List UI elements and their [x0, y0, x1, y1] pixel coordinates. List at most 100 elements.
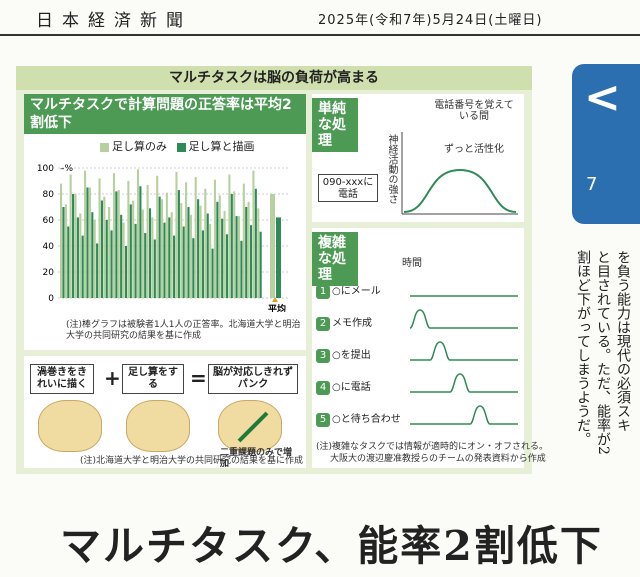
time-label: 時間	[402, 258, 422, 269]
y-tick-label: 40	[43, 242, 55, 252]
bar-addition-drawing	[91, 212, 94, 298]
side-text-col-3: 割ほど下がってしまうようだ。	[575, 250, 591, 446]
y-tick-label: 60	[43, 216, 55, 226]
task-label: 2 メモ作成	[316, 314, 372, 331]
accuracy-chart-panel: マルチタスクで計算問題の正答率は平均2割低下 足し算のみ 足し算と描画 100 8…	[24, 94, 306, 350]
bar-addition-drawing	[225, 234, 229, 298]
y-tick-label: 100	[37, 164, 54, 174]
bar-addition-only	[108, 207, 111, 298]
bar-addition-only	[213, 179, 217, 298]
side-box-small: 7	[586, 174, 598, 195]
task-addition-box: 足し算をする	[122, 364, 184, 394]
task-number: 5	[316, 413, 330, 427]
bar-addition-drawing	[105, 220, 108, 298]
bar-addition-drawing	[216, 201, 219, 298]
bar-addition-only	[242, 183, 245, 298]
y-tick-label: 20	[43, 268, 55, 278]
simple-processing-panel: 単純な処理 090-xxxに電話 神経活動の強さ 電話番号を覚えている間 ずっと…	[312, 94, 524, 222]
task-text: ○と待ち合わせ	[332, 414, 401, 425]
bar-addition-drawing	[153, 239, 156, 298]
active-label: ずっと活性化	[444, 144, 504, 155]
equals-sign: =	[190, 366, 207, 390]
bar-addition-only	[112, 173, 116, 298]
bar-addition-only	[122, 222, 125, 298]
bar-addition-only	[189, 214, 192, 298]
bar-addition-only	[204, 188, 207, 298]
headline: マルチタスク、能率2割低下	[60, 522, 603, 570]
bar-addition-drawing	[124, 246, 128, 298]
average-label: 平均	[268, 303, 286, 312]
brain-diagram-panel: 渦巻きをきれいに描く + 足し算をする = 脳が対応しきれずパンク 二重課題のみ…	[24, 356, 306, 469]
bar-addition-only	[98, 178, 101, 298]
average-bar	[270, 194, 275, 298]
side-feature-box: < 7	[572, 64, 640, 224]
bar-addition-only	[151, 217, 154, 298]
bar-addition-only	[103, 196, 106, 298]
masthead: 日本経済新聞 2025年(令和7年)5月24日(土曜日)	[0, 0, 640, 36]
task-label: 4 ○に電話	[316, 378, 371, 395]
simple-tab: 単純な処理	[312, 98, 358, 152]
bar-addition-only	[194, 177, 197, 298]
bar-addition-only	[180, 203, 183, 298]
bar-addition-only	[156, 175, 159, 298]
bar-addition-drawing	[173, 235, 176, 298]
task-number: 3	[316, 349, 330, 363]
bar-addition-drawing	[86, 187, 89, 298]
bar-addition-drawing	[177, 190, 180, 298]
y-tick-label: 0	[48, 294, 54, 304]
task-activity-curve	[410, 373, 518, 393]
bar-addition-drawing	[163, 222, 166, 298]
task-spiral-box: 渦巻きをきれいに描く	[30, 364, 94, 394]
task-text: メモ作成	[332, 318, 372, 329]
brain-note: (注)北海道大学と明治大学の共同研究の結果を基に作成	[80, 456, 304, 466]
bar-addition-only	[64, 204, 67, 298]
bar-addition-only	[141, 209, 144, 298]
newspaper-name: 日本経済新聞	[36, 11, 192, 31]
bar-addition-only	[223, 210, 226, 298]
bar-addition-only	[69, 174, 72, 298]
infographic-title: マルチタスクは脳の負荷が高まる	[16, 66, 532, 90]
bar-addition-drawing	[120, 214, 123, 298]
bar-addition-only	[218, 195, 221, 298]
legend-addition-drawing: 足し算と描画	[188, 140, 255, 153]
bar-addition-drawing	[115, 191, 118, 298]
bar-addition-drawing	[187, 207, 190, 298]
average-marker-icon	[272, 297, 278, 302]
bar-addition-only	[209, 223, 212, 298]
plus-sign: +	[104, 366, 121, 390]
task-label: 3 ○を提出	[316, 346, 371, 363]
bar-addition-only	[170, 212, 173, 298]
bar-addition-only	[127, 181, 130, 298]
bar-addition-only	[60, 183, 63, 298]
y-unit: –%	[60, 164, 74, 174]
side-text-col-2: と目されている。ただ、能率が2	[595, 250, 611, 455]
legend-addition-only: 足し算のみ	[112, 140, 167, 153]
brain-addition-image	[126, 400, 190, 452]
bar-addition-drawing	[197, 199, 200, 298]
bar-addition-drawing	[240, 240, 243, 298]
side-text-col-1: を負う能力は現代の必須スキ	[615, 250, 631, 432]
bar-addition-only	[132, 200, 135, 298]
bar-addition-only	[165, 192, 168, 298]
bar-addition-drawing	[100, 200, 103, 298]
bar-addition-drawing	[158, 196, 161, 298]
task-text: ○を提出	[332, 350, 371, 361]
activity-curve	[401, 132, 518, 215]
bar-addition-only	[252, 170, 255, 298]
bar-addition-only	[88, 187, 91, 298]
infographic: マルチタスクは脳の負荷が高まる マルチタスクで計算問題の正答率は平均2割低下 足…	[16, 66, 548, 474]
brain-overload-image	[218, 400, 282, 452]
bar-addition-drawing	[245, 207, 248, 298]
phone-bubble: 090-xxxに電話	[318, 174, 378, 202]
bar-addition-drawing	[110, 230, 113, 298]
bar-addition-only	[257, 208, 260, 298]
bar-addition-drawing	[235, 216, 238, 298]
legend-swatch-addition-drawing	[176, 142, 186, 152]
chart-heading: マルチタスクで計算問題の正答率は平均2割低下	[24, 94, 306, 134]
bar-addition-only	[247, 201, 250, 298]
bar-addition-drawing	[67, 226, 70, 298]
bar-addition-only	[199, 205, 202, 298]
bar-addition-drawing	[201, 230, 204, 298]
task-label: 5 ○と待ち合わせ	[316, 410, 401, 427]
complex-note-1: (注)複雑なタスクでは情報が適時的にオン・オフされる。	[316, 442, 549, 452]
